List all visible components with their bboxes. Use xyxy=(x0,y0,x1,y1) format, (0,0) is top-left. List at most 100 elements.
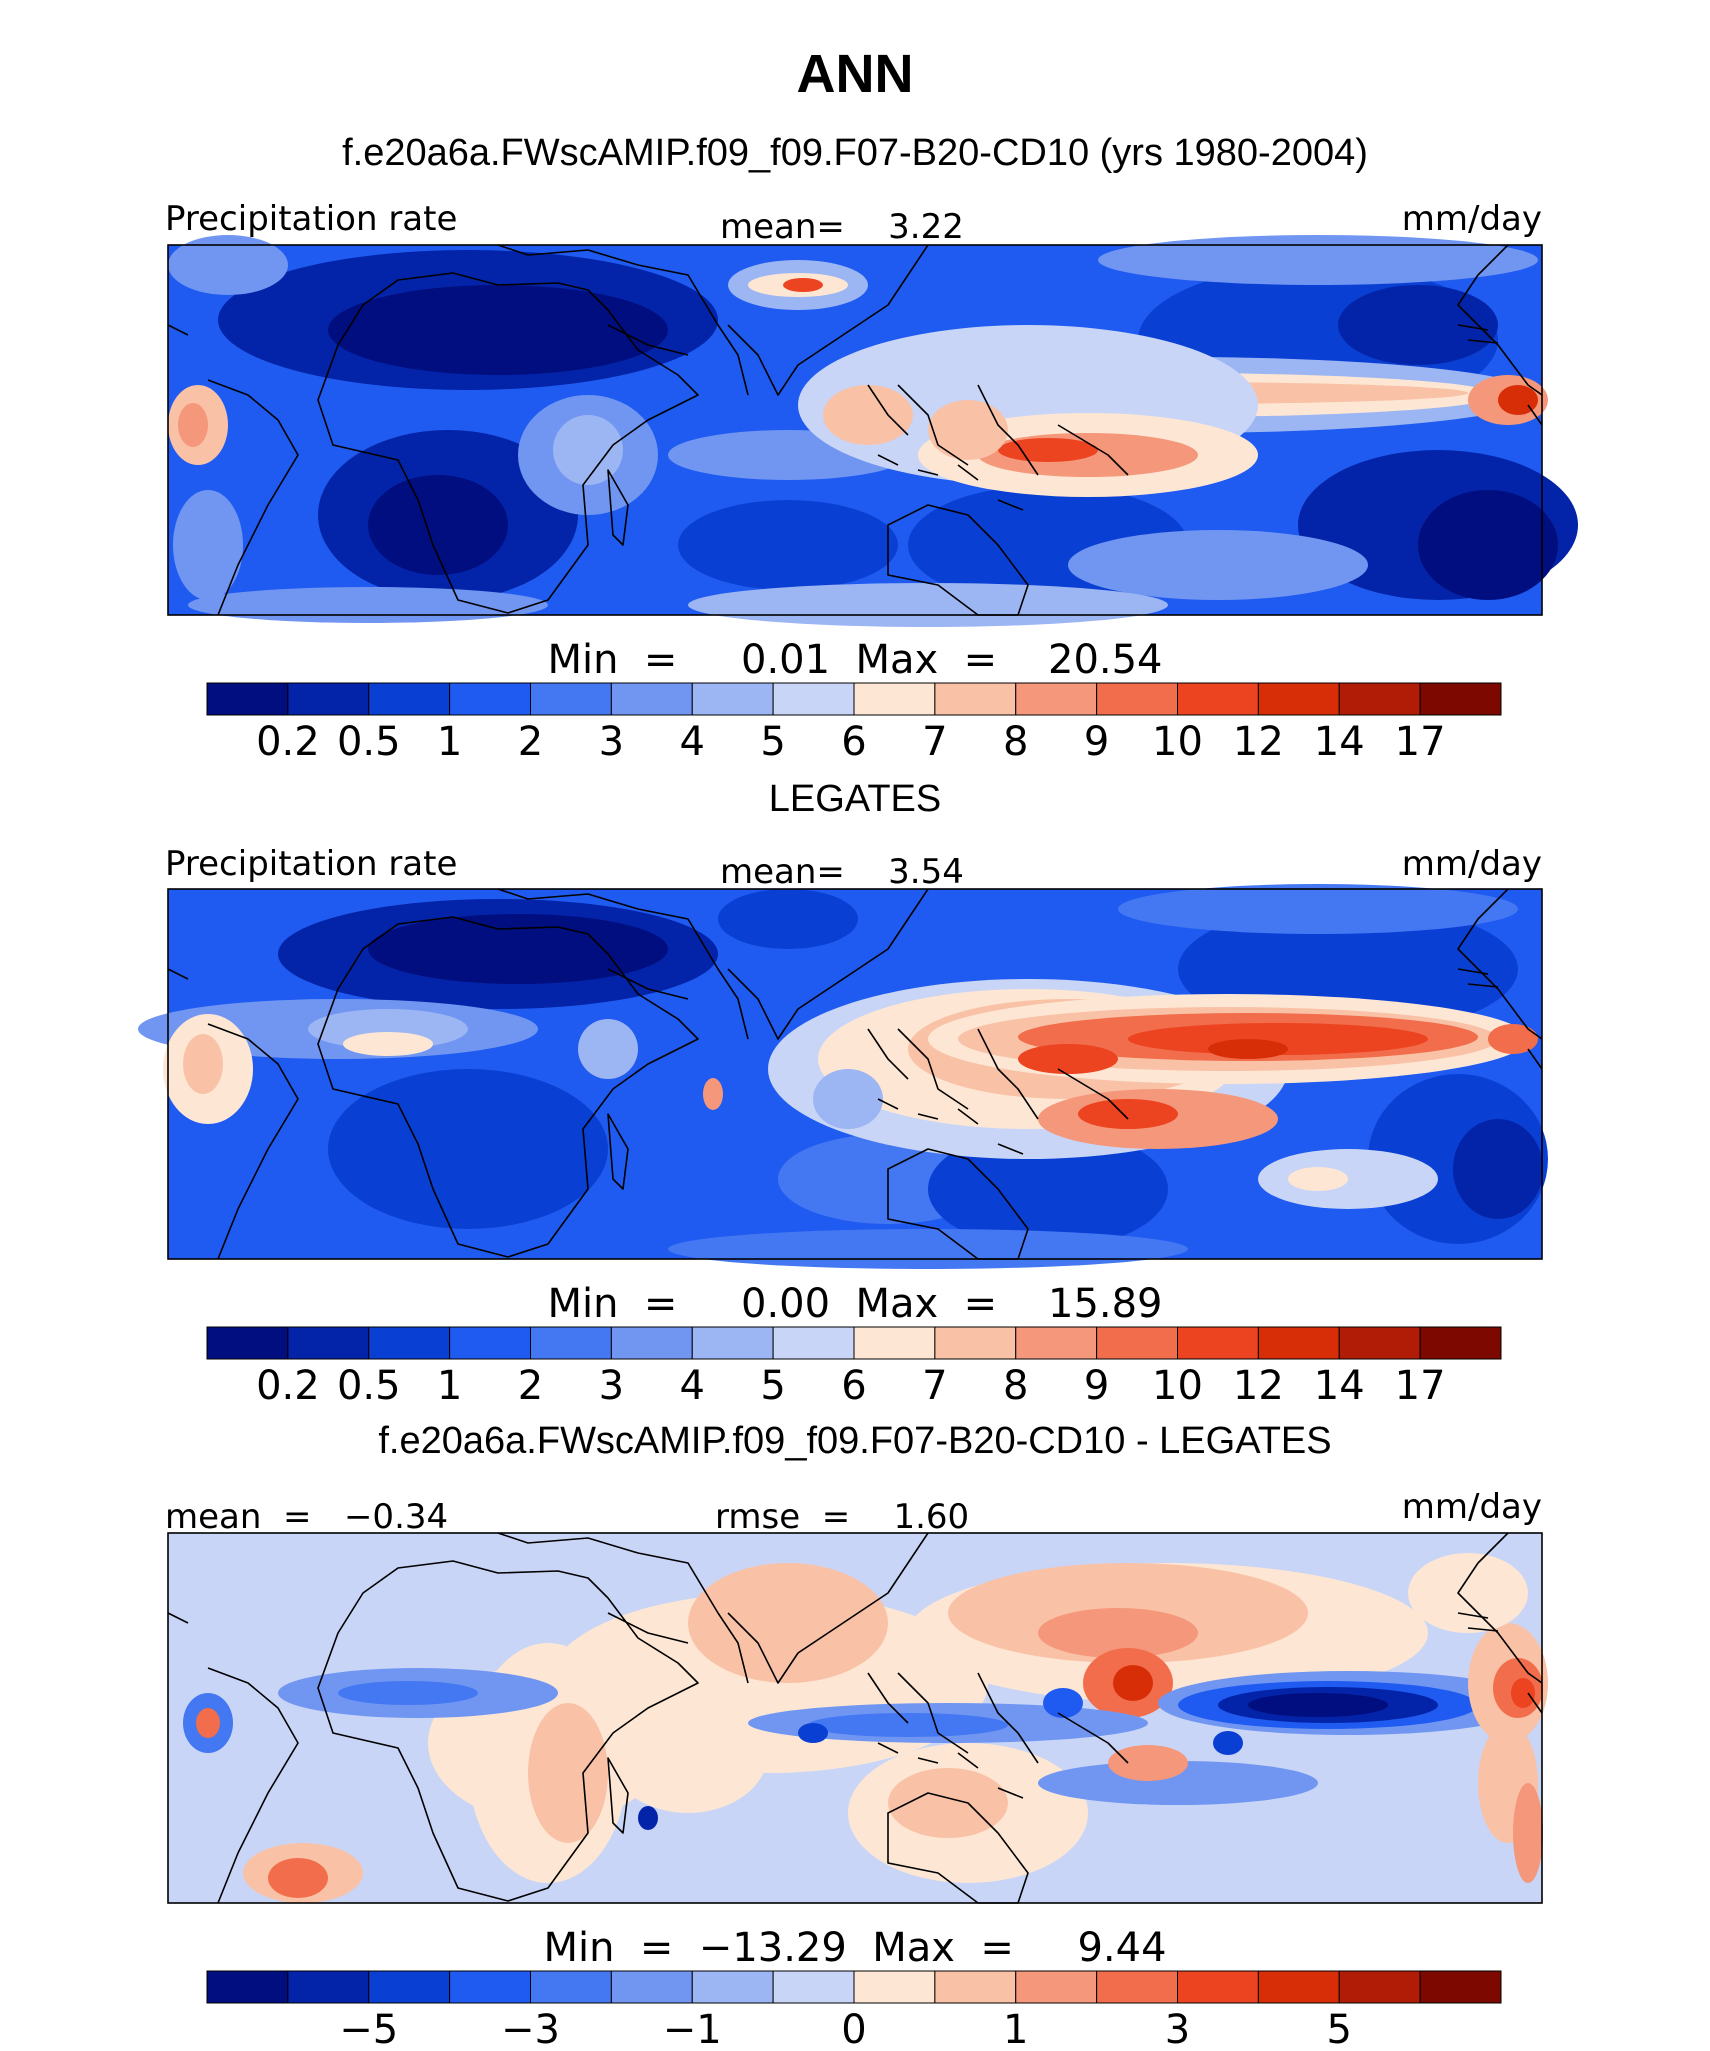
colorbar-swatch xyxy=(772,1326,855,1360)
colorbar-swatch xyxy=(1015,1326,1098,1360)
colorbar-tick-label: 12 xyxy=(1233,1363,1284,1409)
colorbar-tick-label: 3 xyxy=(599,1363,624,1409)
panel-header: f.e20a6a.FWscAMIP.f09_f09.F07-B20-CD10 -… xyxy=(378,1420,1331,1462)
colorbar: 0.2 0.5 1 2 3 4 5 6 7 8 9 10 12 14 17 xyxy=(206,1326,1502,1409)
units-label: mm/day xyxy=(1402,199,1542,239)
colorbar-swatch xyxy=(1338,1970,1421,2004)
colorbar-tick-label: 2 xyxy=(518,719,543,765)
mean-label: mean= 3.22 xyxy=(720,207,964,247)
colorbar-swatch xyxy=(610,1326,693,1360)
colorbar: −5 −3 −1 0 1 3 5 xyxy=(206,1970,1502,2051)
panel-model: f.e20a6a.FWscAMIP.f09_f09.F07-B20-CD10 (… xyxy=(165,132,1578,765)
colorbar-swatch xyxy=(530,1970,612,2004)
colorbar-tick-label: 10 xyxy=(1152,1363,1203,1409)
mean-label: mean= 3.54 xyxy=(720,852,964,892)
colorbar-swatch xyxy=(1419,1326,1502,1360)
colorbar-tick-label: 17 xyxy=(1395,719,1446,765)
colorbar-swatch xyxy=(530,682,612,716)
colorbar-swatch xyxy=(853,1970,936,2004)
colorbar-swatch xyxy=(691,682,774,716)
colorbar: 0.2 0.5 1 2 3 4 5 6 7 8 9 10 12 14 17 xyxy=(206,682,1502,765)
colorbar-tick-label: 14 xyxy=(1314,719,1365,765)
rmse-label: rmse = 1.60 xyxy=(715,1497,969,1537)
colorbar-swatch xyxy=(1177,1970,1259,2004)
colorbar-tick-label: 10 xyxy=(1152,719,1203,765)
variable-label: Precipitation rate xyxy=(165,844,457,884)
colorbar-swatch xyxy=(934,682,1017,716)
colorbar-tick-label: 17 xyxy=(1395,1363,1446,1409)
colorbar-swatch xyxy=(1096,1326,1178,1360)
colorbar-swatch xyxy=(1419,682,1502,716)
colorbar-swatch xyxy=(1177,1326,1259,1360)
colorbar-tick-label: 12 xyxy=(1233,719,1284,765)
colorbar-tick-label: 0.2 xyxy=(256,1363,320,1409)
colorbar-tick-label: 0.2 xyxy=(256,719,320,765)
colorbar-tick-label: 6 xyxy=(841,1363,866,1409)
colorbar-tick-label: 9 xyxy=(1084,719,1109,765)
colorbar-swatch xyxy=(287,1970,370,2004)
colorbar-swatch xyxy=(287,682,370,716)
colorbar-swatch xyxy=(1257,1970,1340,2004)
colorbar-swatch xyxy=(449,682,531,716)
colorbar-tick-label: 3 xyxy=(599,719,624,765)
colorbar-tick-label: 14 xyxy=(1314,1363,1365,1409)
colorbar-tick-label: 1 xyxy=(437,719,462,765)
units-label: mm/day xyxy=(1402,844,1542,884)
colorbar-tick-label: −5 xyxy=(339,2007,398,2051)
colorbar-swatch xyxy=(1257,1326,1340,1360)
variable-label: Precipitation rate xyxy=(165,199,457,239)
colorbar-tick-label: 5 xyxy=(760,719,785,765)
colorbar-tick-label: 2 xyxy=(518,1363,543,1409)
colorbar-swatch xyxy=(206,682,289,716)
colorbar-swatch xyxy=(368,1970,451,2004)
colorbar-swatch xyxy=(530,1326,612,1360)
panel-header: f.e20a6a.FWscAMIP.f09_f09.F07-B20-CD10 (… xyxy=(342,132,1368,174)
units-label: mm/day xyxy=(1402,1487,1542,1527)
colorbar-tick-label: 4 xyxy=(680,719,705,765)
colorbar-tick-label: 1 xyxy=(1003,2007,1028,2051)
colorbar-tick-label: 8 xyxy=(1003,719,1028,765)
colorbar-tick-label: 8 xyxy=(1003,1363,1028,1409)
colorbar-swatch xyxy=(691,1326,774,1360)
colorbar-tick-label: 1 xyxy=(437,1363,462,1409)
colorbar-swatch xyxy=(1338,682,1421,716)
colorbar-swatch xyxy=(1257,682,1340,716)
colorbar-tick-label: 0.5 xyxy=(337,719,401,765)
colorbar-swatch xyxy=(691,1970,774,2004)
colorbar-tick-label: 7 xyxy=(922,1363,947,1409)
colorbar-swatch xyxy=(610,1970,693,2004)
colorbar-tick-label: 6 xyxy=(841,719,866,765)
colorbar-tick-label: 9 xyxy=(1084,1363,1109,1409)
colorbar-tick-label: 5 xyxy=(1327,2007,1352,2051)
colorbar-swatch xyxy=(206,1326,289,1360)
colorbar-swatch xyxy=(1338,1326,1421,1360)
colorbar-swatch xyxy=(934,1970,1017,2004)
colorbar-tick-label: 3 xyxy=(1165,2007,1190,2051)
panel-header: LEGATES xyxy=(769,778,941,820)
panel-observation: LEGATES Precipitation rate mean= 3.54 mm… xyxy=(138,778,1548,1409)
colorbar-swatch xyxy=(610,682,693,716)
colorbar-tick-label: 0.5 xyxy=(337,1363,401,1409)
colorbar-swatch xyxy=(206,1970,289,2004)
colorbar-swatch xyxy=(1015,1970,1098,2004)
colorbar-swatch xyxy=(1419,1970,1502,2004)
figure-title: ANN xyxy=(797,44,914,104)
precip-map xyxy=(167,235,1578,627)
colorbar-tick-label: −1 xyxy=(663,2007,722,2051)
difference-map xyxy=(167,1532,1548,1904)
colorbar-tick-label: 0 xyxy=(841,2007,866,2051)
colorbar-swatch xyxy=(1015,682,1098,716)
colorbar-swatch xyxy=(368,1326,451,1360)
colorbar-swatch xyxy=(449,1970,531,2004)
colorbar-swatch xyxy=(1096,1970,1178,2004)
colorbar-swatch xyxy=(287,1326,370,1360)
colorbar-swatch xyxy=(1177,682,1259,716)
stats-label: Min = 0.01 Max = 20.54 xyxy=(548,637,1163,683)
colorbar-swatch xyxy=(449,1326,531,1360)
colorbar-swatch xyxy=(772,682,855,716)
colorbar-swatch xyxy=(934,1326,1017,1360)
colorbar-tick-label: 7 xyxy=(922,719,947,765)
colorbar-swatch xyxy=(772,1970,855,2004)
precip-map xyxy=(138,884,1548,1269)
